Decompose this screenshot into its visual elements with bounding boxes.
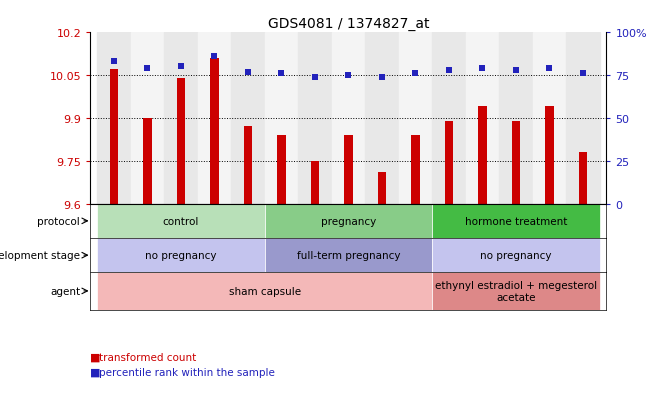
Bar xyxy=(265,238,432,273)
Bar xyxy=(97,238,265,273)
Bar xyxy=(579,153,587,204)
Text: ■: ■ xyxy=(90,352,101,362)
Bar xyxy=(332,33,365,204)
Bar xyxy=(164,33,198,204)
Bar xyxy=(566,33,600,204)
Bar xyxy=(432,33,466,204)
Bar xyxy=(143,119,151,204)
Text: pregnancy: pregnancy xyxy=(321,216,376,226)
Bar xyxy=(499,33,533,204)
Bar xyxy=(244,127,252,204)
Bar xyxy=(478,107,486,204)
Bar xyxy=(110,70,118,204)
Title: GDS4081 / 1374827_at: GDS4081 / 1374827_at xyxy=(267,17,429,31)
Text: control: control xyxy=(163,216,199,226)
Text: sham capsule: sham capsule xyxy=(228,286,301,296)
Bar xyxy=(432,204,600,238)
Text: agent: agent xyxy=(50,286,80,296)
Bar xyxy=(466,33,499,204)
Bar xyxy=(97,204,265,238)
Bar xyxy=(231,33,265,204)
Text: no pregnancy: no pregnancy xyxy=(480,251,551,261)
Text: no pregnancy: no pregnancy xyxy=(145,251,216,261)
Bar xyxy=(378,173,386,204)
Text: protocol: protocol xyxy=(38,216,80,226)
Text: ethynyl estradiol + megesterol
acetate: ethynyl estradiol + megesterol acetate xyxy=(435,280,597,302)
Bar xyxy=(399,33,432,204)
Bar xyxy=(198,33,231,204)
Text: ■: ■ xyxy=(90,367,101,377)
Bar xyxy=(445,121,453,204)
Bar xyxy=(365,33,399,204)
Bar xyxy=(298,33,332,204)
Bar xyxy=(432,273,600,310)
Text: percentile rank within the sample: percentile rank within the sample xyxy=(99,367,275,377)
Bar xyxy=(411,136,419,204)
Bar xyxy=(177,79,185,204)
Bar xyxy=(131,33,164,204)
Text: transformed count: transformed count xyxy=(99,352,196,362)
Bar xyxy=(311,161,319,204)
Bar xyxy=(277,136,285,204)
Bar xyxy=(344,136,352,204)
Bar xyxy=(97,33,131,204)
Bar xyxy=(210,59,218,204)
Bar xyxy=(265,33,298,204)
Bar xyxy=(512,121,520,204)
Bar xyxy=(533,33,566,204)
Bar xyxy=(97,273,432,310)
Text: full-term pregnancy: full-term pregnancy xyxy=(297,251,400,261)
Text: development stage: development stage xyxy=(0,251,80,261)
Bar xyxy=(545,107,553,204)
Bar xyxy=(432,238,600,273)
Bar xyxy=(265,204,432,238)
Text: hormone treatment: hormone treatment xyxy=(465,216,567,226)
